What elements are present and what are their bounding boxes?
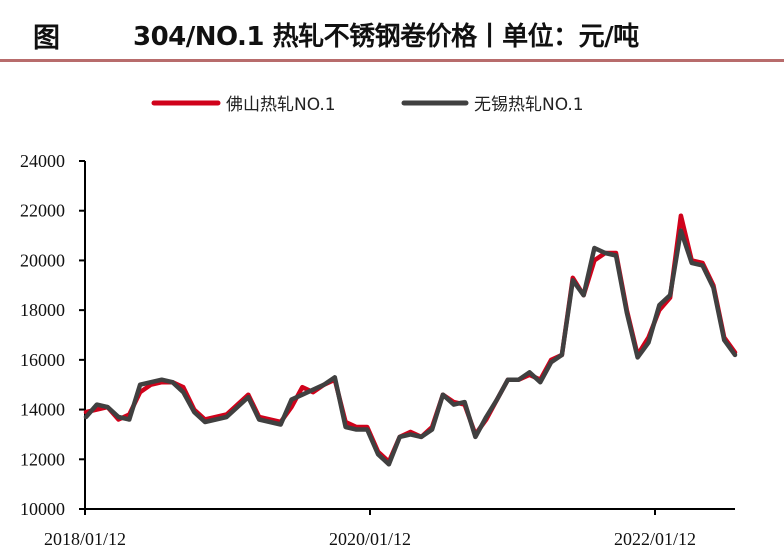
y-tick-label: 18000	[20, 300, 65, 320]
figure-header: 图 304/NO.1 热轧不锈钢卷价格丨单位：元/吨	[0, 0, 784, 62]
legend-label-wuxi: 无锡热轧NO.1	[474, 95, 584, 115]
figure-label: 图	[33, 23, 60, 54]
x-tick-label: 2022/01/12	[614, 529, 696, 549]
chart-title: 304/NO.1 热轧不锈钢卷价格丨单位：元/吨	[133, 22, 639, 52]
legend-item-foshan: 佛山热轧NO.1	[151, 95, 336, 115]
y-tick-label: 12000	[20, 449, 65, 469]
series-line-wuxi	[83, 228, 738, 467]
x-tick-label: 2018/01/12	[44, 529, 126, 549]
y-tick-label: 10000	[20, 499, 65, 519]
y-tick-label: 20000	[20, 250, 65, 270]
legend-label-foshan: 佛山热轧NO.1	[226, 95, 336, 115]
series-line-foshan	[83, 213, 738, 465]
x-axis: 2018/01/12 2020/01/12 2022/01/12	[44, 508, 735, 549]
y-tick-label: 22000	[20, 201, 65, 221]
y-tick-label: 14000	[20, 400, 65, 420]
y-tick-label: 16000	[20, 350, 65, 370]
y-tick-label: 24000	[20, 151, 65, 171]
series-layer	[83, 213, 738, 467]
legend-item-wuxi: 无锡热轧NO.1	[401, 95, 584, 115]
y-axis: 10000 12000 14000 16000 18000 20000 22000 24000	[20, 151, 86, 519]
header-divider	[0, 59, 784, 62]
legend: 佛山热轧NO.1 无锡热轧NO.1	[151, 95, 584, 115]
x-tick-label: 2020/01/12	[329, 529, 411, 549]
